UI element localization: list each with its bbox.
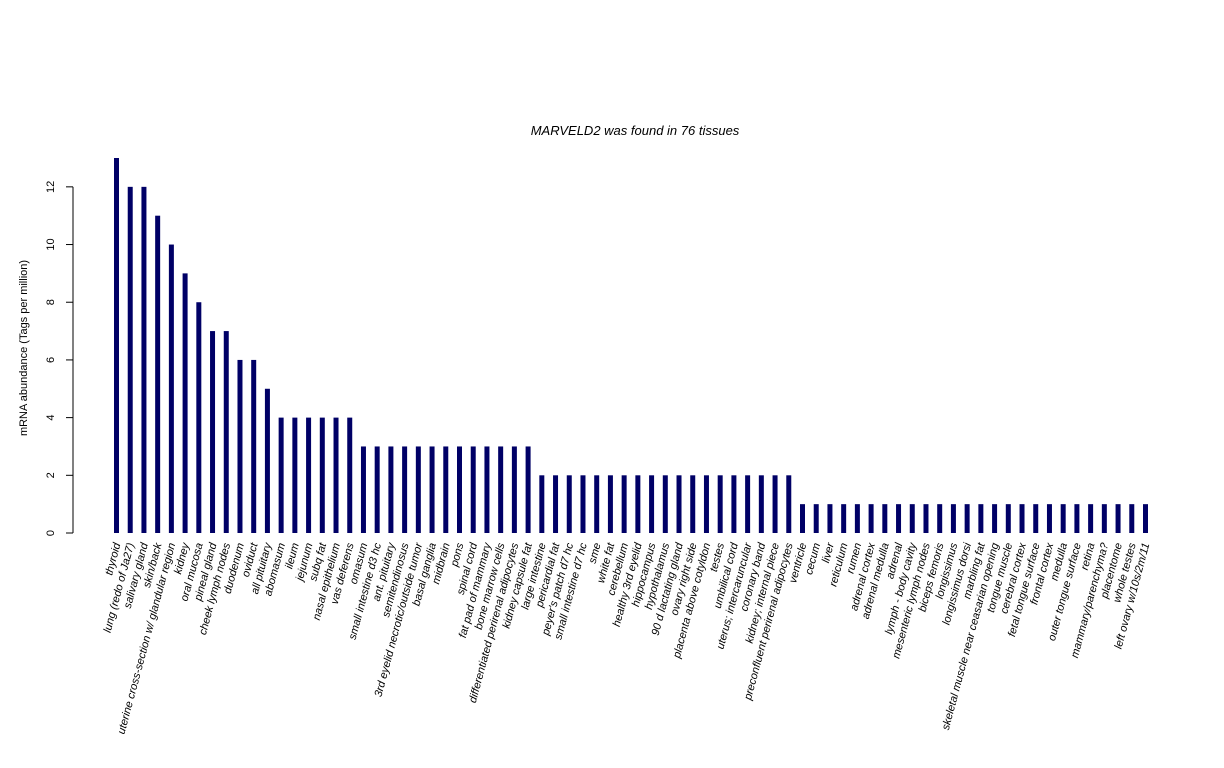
bar [374,446,380,533]
bar [594,475,600,533]
bar [1033,504,1039,533]
bar [909,504,915,533]
bar [978,504,984,533]
bar [292,417,298,533]
bar [937,504,943,533]
bar [607,475,613,533]
bar [772,475,778,533]
bar [758,475,764,533]
chart-title: MARVELD2 was found in 76 tissues [531,123,740,138]
bar [676,475,682,533]
bar [1060,504,1066,533]
bar [964,504,970,533]
y-tick-label: 0 [45,530,57,536]
bar [114,158,119,533]
y-axis-label: mRNA abundance (Tags per million) [18,260,30,436]
bar [854,504,860,533]
bar [182,273,188,533]
bar [402,446,408,533]
bar [950,504,956,533]
x-tick-label: liver [820,540,837,564]
bar [882,504,888,533]
y-axis: 0 2 4 6 8 10 12 [45,181,74,536]
bar [210,331,216,533]
x-tick-label: sme [587,542,604,565]
bar [1143,504,1148,533]
bar [347,417,353,533]
bar [662,475,668,533]
bar [1074,504,1080,533]
bar [155,215,161,533]
bar [196,302,202,533]
bar [429,446,435,533]
bar [141,186,147,533]
bar [868,504,874,533]
bar [992,504,998,533]
bar [278,417,284,533]
y-tick-label: 10 [45,238,57,250]
bar [731,475,737,533]
bar [264,388,270,533]
bar [539,475,545,533]
y-tick-label: 8 [45,299,57,305]
bar [388,446,394,533]
bar [580,475,586,533]
bar [457,446,462,533]
bar [1005,504,1011,533]
bar [168,244,174,534]
bar [923,504,929,533]
bar [566,475,572,533]
bar [484,446,490,533]
bar [1088,504,1094,533]
bar [841,504,847,533]
y-tick-label: 2 [45,472,57,478]
bar [415,446,421,533]
bar [251,359,257,533]
bar [443,446,449,533]
bar [525,446,531,533]
bar [827,504,833,533]
bar [1019,504,1025,533]
bar [717,475,723,533]
bar [703,475,709,533]
bar [800,504,805,533]
bar [1101,504,1107,533]
y-tick-label: 4 [45,415,57,421]
bar [223,331,229,533]
bar [786,475,792,533]
bar [333,417,339,533]
bar [896,504,902,533]
bar [306,417,312,533]
bar [813,504,819,533]
bar [635,475,641,533]
bar [1115,504,1121,533]
bar [621,475,627,533]
bar [649,475,655,533]
bars [114,158,1148,534]
bar [1129,504,1135,533]
bar [690,475,696,533]
y-tick-label: 12 [45,181,57,193]
bar [745,475,751,533]
bar [237,359,243,533]
bar [511,446,517,533]
bar [127,186,133,533]
bar [498,446,504,533]
bar [319,417,325,533]
y-tick-label: 6 [45,357,57,363]
bar [1046,504,1052,533]
bar [553,475,559,533]
bar [470,446,476,533]
bar [360,446,366,533]
